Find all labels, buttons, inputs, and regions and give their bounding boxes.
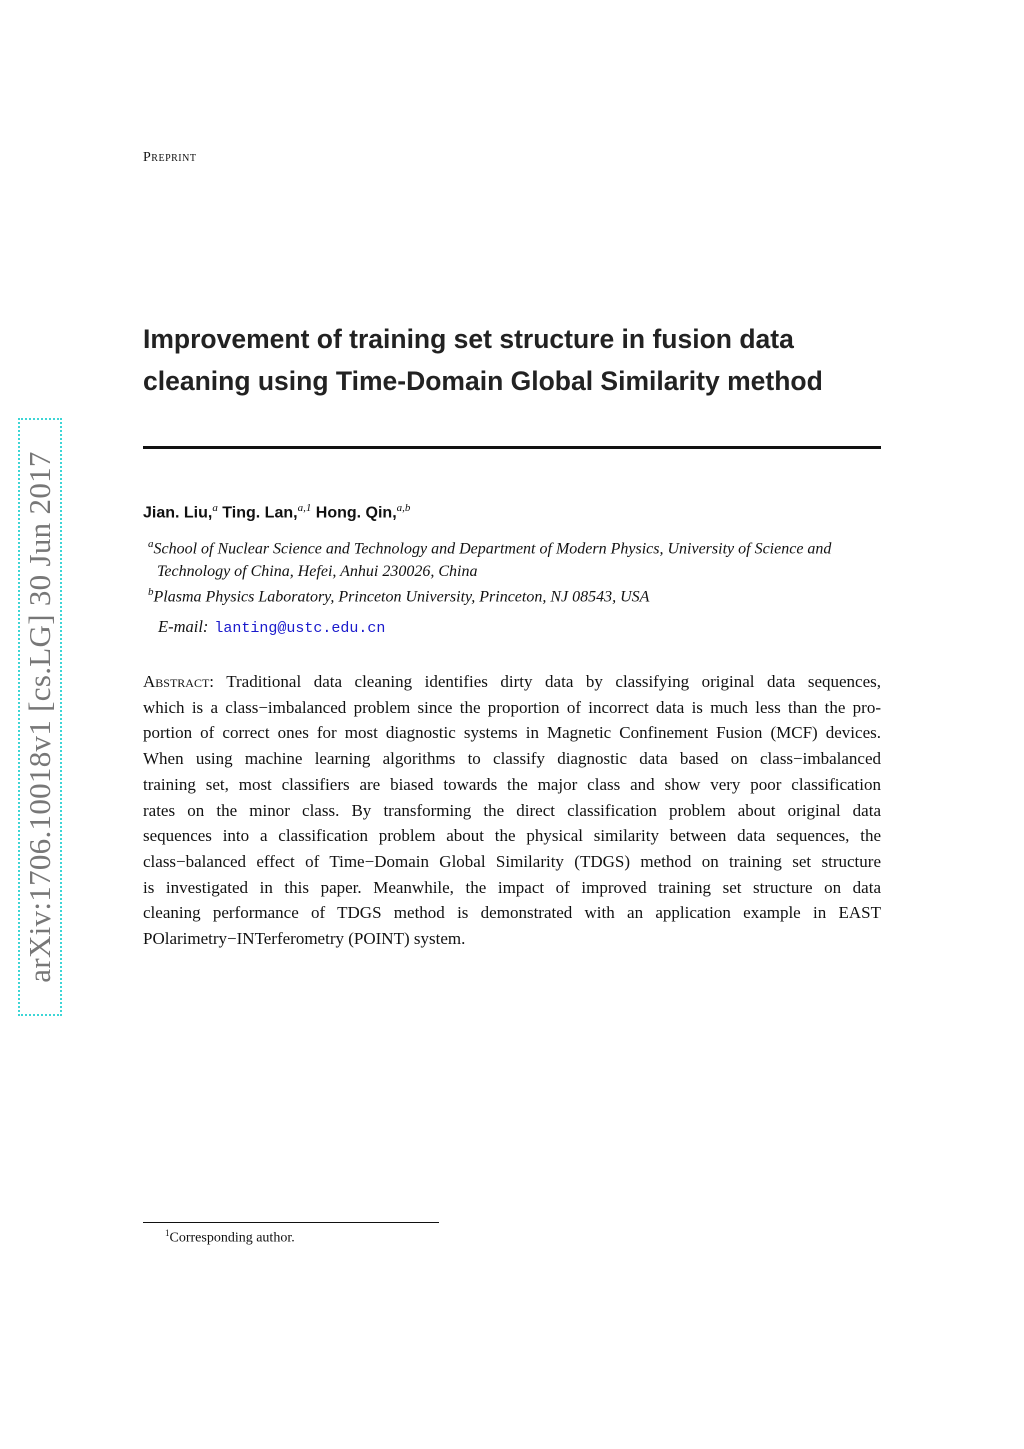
footnote-rule: [143, 1222, 439, 1223]
running-label: Preprint: [143, 150, 197, 165]
footnote: 1Corresponding author.: [165, 1228, 295, 1247]
paper-title: Improvement of training set structure in…: [143, 318, 903, 402]
abstract-line: which is a class−imbalanced problem sinc…: [143, 697, 881, 717]
abstract-line: rates on the minor class. By transformin…: [143, 800, 881, 820]
abstract-line: Abstract: Traditional data cleaning iden…: [143, 669, 881, 695]
footnote-mark: 1: [165, 1228, 170, 1238]
affiliation-text: Plasma Physics Laboratory, Princeton Uni…: [153, 588, 650, 606]
affiliation: bPlasma Physics Laboratory, Princeton Un…: [148, 581, 888, 608]
affiliation-text: Technology of China, Hefei, Anhui 230026…: [157, 563, 478, 581]
abstract-line: training set, most classifiers are biase…: [143, 774, 881, 794]
email-line: E-mail: lanting@ustc.edu.cn: [158, 617, 385, 637]
title-rule: [143, 446, 881, 449]
arxiv-id: arXiv:1706.10018v1 [cs.LG] 30 Jun 2017: [22, 451, 57, 983]
title-line: cleaning using Time-Domain Global Simila…: [143, 366, 823, 396]
abstract-line: portion of correct ones for most diagnos…: [143, 723, 881, 743]
abstract-line: POlarimetry−INTerferometry (POINT) syste…: [143, 929, 466, 949]
author-list: Jian. Liu,a Ting. Lan,a,1 Hong. Qin,a,b: [143, 502, 410, 522]
author-affil-mark: a,1: [297, 502, 312, 514]
abstract-line: sequences into a classification problem …: [143, 826, 881, 846]
affiliation-mark: b: [148, 586, 154, 598]
abstract-line: class−balanced effect of Time−Domain Glo…: [143, 851, 881, 871]
footnote-text: Corresponding author.: [169, 1230, 295, 1246]
arxiv-stamp: arXiv:1706.10018v1 [cs.LG] 30 Jun 2017: [18, 418, 62, 1016]
author-name: Hong. Qin,: [315, 504, 397, 522]
author-affil-mark: a,b: [396, 502, 411, 514]
affiliation: aSchool of Nuclear Science and Technolog…: [148, 533, 888, 583]
abstract-line: When using machine learning algorithms t…: [143, 749, 881, 769]
abstract-line: is investigated in this paper. Meanwhile…: [143, 877, 881, 897]
email-link[interactable]: lanting@ustc.edu.cn: [214, 620, 386, 637]
title-line: Improvement of training set structure in…: [143, 324, 794, 354]
author-affil-mark: a: [212, 502, 218, 514]
abstract: Abstract: Traditional data cleaning iden…: [143, 669, 881, 952]
author-name: Jian. Liu,: [143, 504, 213, 522]
email-label: E-mail:: [158, 617, 209, 636]
affiliation-text: School of Nuclear Science and Technology…: [153, 540, 832, 558]
author-name: Ting. Lan,: [222, 504, 298, 522]
abstract-text: Traditional data cleaning identifies dir…: [226, 672, 881, 691]
abstract-label: Abstract:: [143, 672, 215, 691]
abstract-line: cleaning performance of TDGS method is d…: [143, 903, 881, 923]
affiliation-mark: a: [148, 538, 154, 550]
